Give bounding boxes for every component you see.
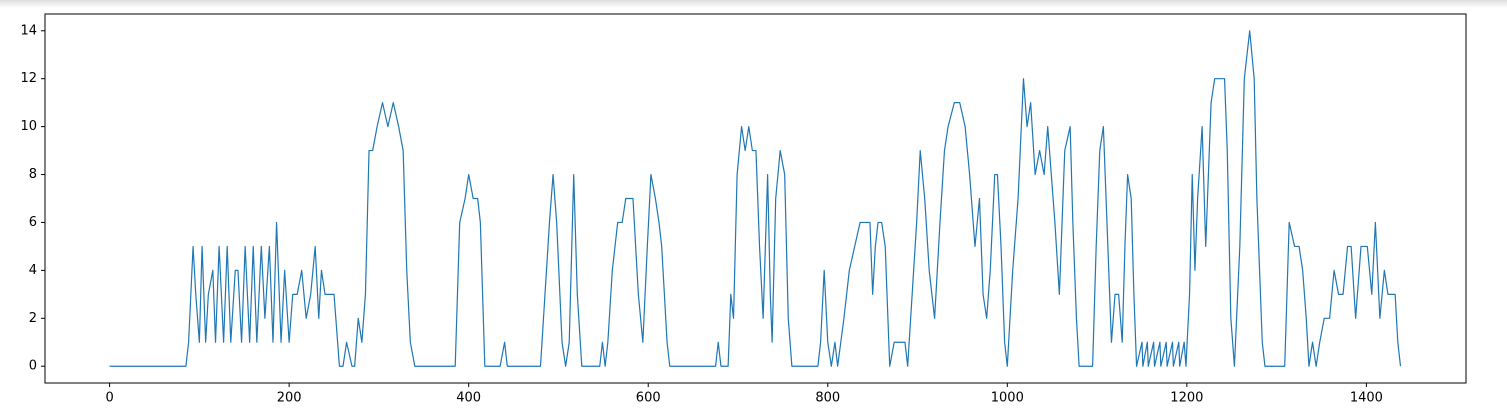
- y-tick-label: 6: [29, 215, 37, 230]
- y-tick-label: 8: [29, 167, 37, 182]
- axes-frame: [44, 13, 1467, 384]
- y-tick-label: 4: [29, 263, 37, 278]
- y-tick-label: 2: [29, 311, 37, 326]
- y-tick-label: 12: [20, 71, 37, 86]
- x-tick-label: 1400: [1350, 391, 1383, 406]
- x-tick-label: 1200: [1170, 391, 1203, 406]
- x-tick-label: 200: [277, 391, 302, 406]
- x-tick-label: 800: [815, 391, 840, 406]
- y-tick-label: 0: [29, 359, 37, 374]
- x-tick-label: 1000: [991, 391, 1024, 406]
- toolbar-shadow: [0, 0, 1507, 8]
- x-tick-label: 0: [105, 391, 113, 406]
- y-tick-label: 10: [20, 119, 37, 134]
- x-tick-label: 400: [456, 391, 481, 406]
- x-tick-label: 600: [636, 391, 661, 406]
- data-line: [109, 30, 1402, 367]
- y-tick-label: 14: [20, 23, 37, 38]
